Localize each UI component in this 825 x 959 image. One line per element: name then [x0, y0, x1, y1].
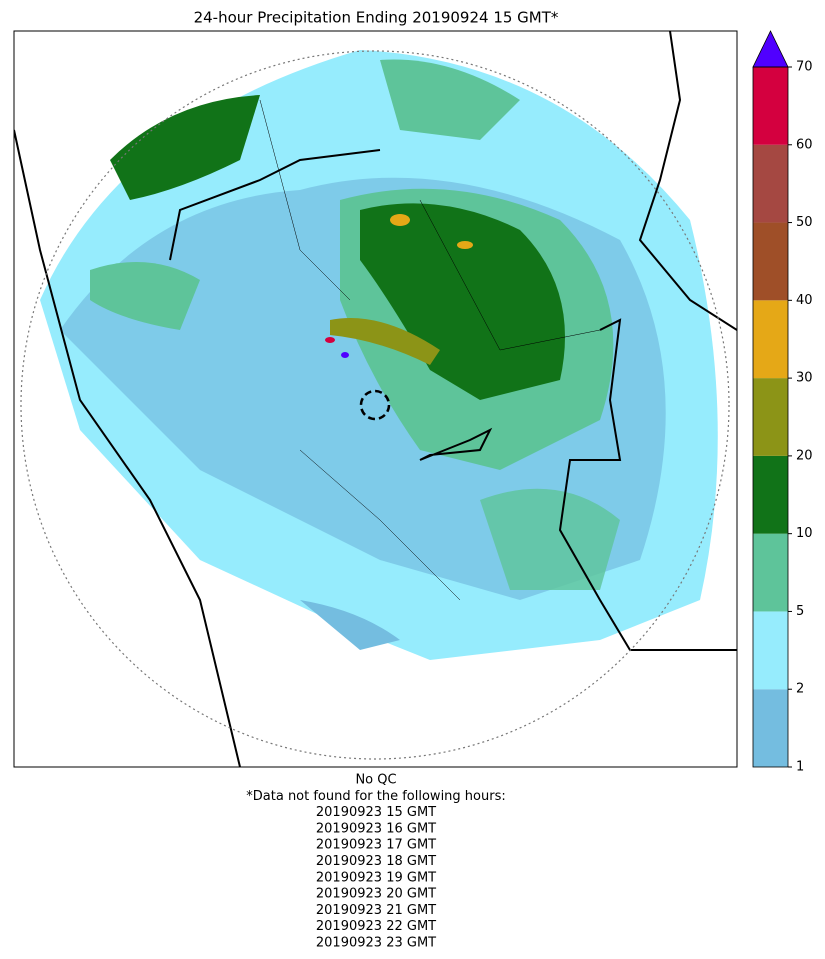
colorbar-segment — [753, 611, 788, 690]
footer-qc: No QC — [355, 773, 396, 788]
footer-hour: 20190923 19 GMT — [316, 870, 436, 885]
footer-hour: 20190923 21 GMT — [316, 903, 436, 918]
colorbar-tick-label: 60 — [796, 137, 813, 152]
colorbar-tick-label: 70 — [796, 60, 813, 75]
colorbar-frame — [752, 66, 789, 768]
colorbar-tick-label: 50 — [796, 215, 813, 230]
footer-note: *Data not found for the following hours: — [246, 789, 505, 804]
colorbar-segment — [753, 378, 788, 456]
footer-hour: 20190923 15 GMT — [316, 805, 436, 820]
footer-hour: 20190923 16 GMT — [316, 821, 436, 836]
footer-hour: 20190923 18 GMT — [316, 854, 436, 869]
colorbar-segment — [753, 689, 788, 767]
colorbar-segment — [753, 67, 788, 145]
chart-title: 24-hour Precipitation Ending 20190924 15… — [194, 9, 559, 27]
footer-hour: 20190923 17 GMT — [316, 838, 436, 853]
colorbar-tick-label: 2 — [796, 682, 804, 697]
colorbar-tick-label: 30 — [796, 371, 813, 386]
colorbar-segment — [753, 222, 788, 301]
colorbar-segment — [753, 455, 788, 534]
colorbar: 1 2 5 10 20 30 40 50 60 70 — [752, 30, 813, 775]
colorbar-tick-label: 1 — [796, 760, 804, 775]
footer-hour: 20190923 20 GMT — [316, 887, 436, 902]
colorbar-tick-label: 20 — [796, 448, 813, 463]
colorbar-segment — [753, 533, 788, 612]
colorbar-tick-label: 5 — [796, 604, 804, 619]
footer-hour: 20190923 23 GMT — [316, 936, 436, 951]
footer-hour: 20190923 22 GMT — [316, 919, 436, 934]
colorbar-segment — [753, 300, 788, 379]
radar-map — [14, 31, 737, 767]
colorbar-tick-label: 10 — [796, 526, 813, 541]
colorbar-extend — [752, 30, 789, 68]
colorbar-tick-label: 40 — [796, 293, 813, 308]
colorbar-segment — [753, 144, 788, 223]
